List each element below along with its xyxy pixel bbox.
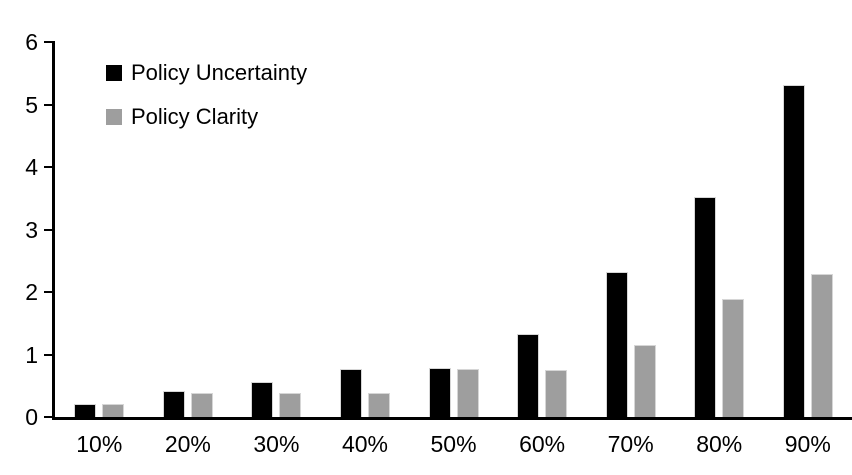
legend-label: Policy Clarity <box>131 104 259 129</box>
bar-policy-uncertainty-10% <box>74 403 97 417</box>
x-axis-label: 20% <box>164 431 211 457</box>
bar-policy-clarity-20% <box>190 392 213 417</box>
bar-policy-uncertainty-80% <box>694 197 717 417</box>
x-axis-label: 80% <box>696 431 743 457</box>
bar-policy-clarity-10% <box>102 404 125 417</box>
y-axis-tick <box>44 103 53 106</box>
category-group-40% <box>321 42 410 417</box>
y-axis-tick <box>44 228 53 231</box>
y-axis-tick <box>44 41 53 43</box>
category-group-70% <box>586 42 675 417</box>
category-group-60% <box>498 42 587 417</box>
category-group-10% <box>55 42 144 417</box>
bar-policy-clarity-70% <box>633 345 656 417</box>
bar-policy-uncertainty-60% <box>517 333 540 417</box>
legend-item-policy-clarity: Policy Clarity <box>106 101 307 133</box>
bar-policy-clarity-80% <box>722 298 745 417</box>
bar-policy-clarity-50% <box>456 369 479 417</box>
plot-area <box>55 42 852 417</box>
legend-item-policy-uncertainty: Policy Uncertainty <box>106 57 307 89</box>
y-axis-tick-label: 1 <box>25 341 38 368</box>
bar-policy-clarity-60% <box>545 369 568 417</box>
bar-policy-clarity-30% <box>279 392 302 417</box>
x-axis: 10% 20% 30% 40% 50% 60% 70% 80% 90% <box>55 431 852 458</box>
x-axis-label: 10% <box>76 431 123 457</box>
y-axis-tick-label: 5 <box>25 91 38 118</box>
y-axis-line <box>52 41 55 420</box>
x-axis-label: 60% <box>519 431 566 457</box>
bar-policy-uncertainty-20% <box>162 391 185 417</box>
bar-policy-uncertainty-30% <box>251 381 274 417</box>
y-axis-tick <box>44 166 53 168</box>
y-axis-tick-label: 3 <box>25 216 38 243</box>
x-axis-label: 30% <box>253 431 300 457</box>
policy-uncertainty-swatch-icon <box>106 65 122 81</box>
bar-policy-uncertainty-40% <box>339 369 362 417</box>
category-group-20% <box>144 42 233 417</box>
y-axis-tick <box>44 353 53 356</box>
y-axis-tick <box>44 416 53 418</box>
bar-policy-uncertainty-70% <box>605 272 628 417</box>
y-axis-tick-label: 6 <box>25 29 38 55</box>
policy-clarity-swatch-icon <box>106 109 122 125</box>
x-axis-label: 90% <box>784 431 831 457</box>
bar-policy-clarity-90% <box>810 273 833 417</box>
bar-policy-uncertainty-90% <box>782 84 805 417</box>
x-axis-label: 50% <box>430 431 477 457</box>
y-axis-tick-label: 4 <box>25 154 38 180</box>
x-axis-label: 40% <box>341 431 388 457</box>
y-axis-tick-label: 2 <box>25 279 38 305</box>
category-group-30% <box>232 42 321 417</box>
x-axis-line <box>52 417 852 420</box>
x-axis-label: 70% <box>607 431 654 457</box>
y-axis-tick-label: 0 <box>25 404 38 430</box>
category-group-80% <box>675 42 764 417</box>
legend: Policy Uncertainty Policy Clarity <box>106 57 307 145</box>
bar-policy-uncertainty-50% <box>428 367 451 417</box>
legend-label: Policy Uncertainty <box>131 60 308 85</box>
category-group-50% <box>409 42 498 417</box>
category-group-90% <box>764 42 852 417</box>
y-axis-tick <box>44 291 53 293</box>
bar-policy-clarity-40% <box>367 392 390 417</box>
